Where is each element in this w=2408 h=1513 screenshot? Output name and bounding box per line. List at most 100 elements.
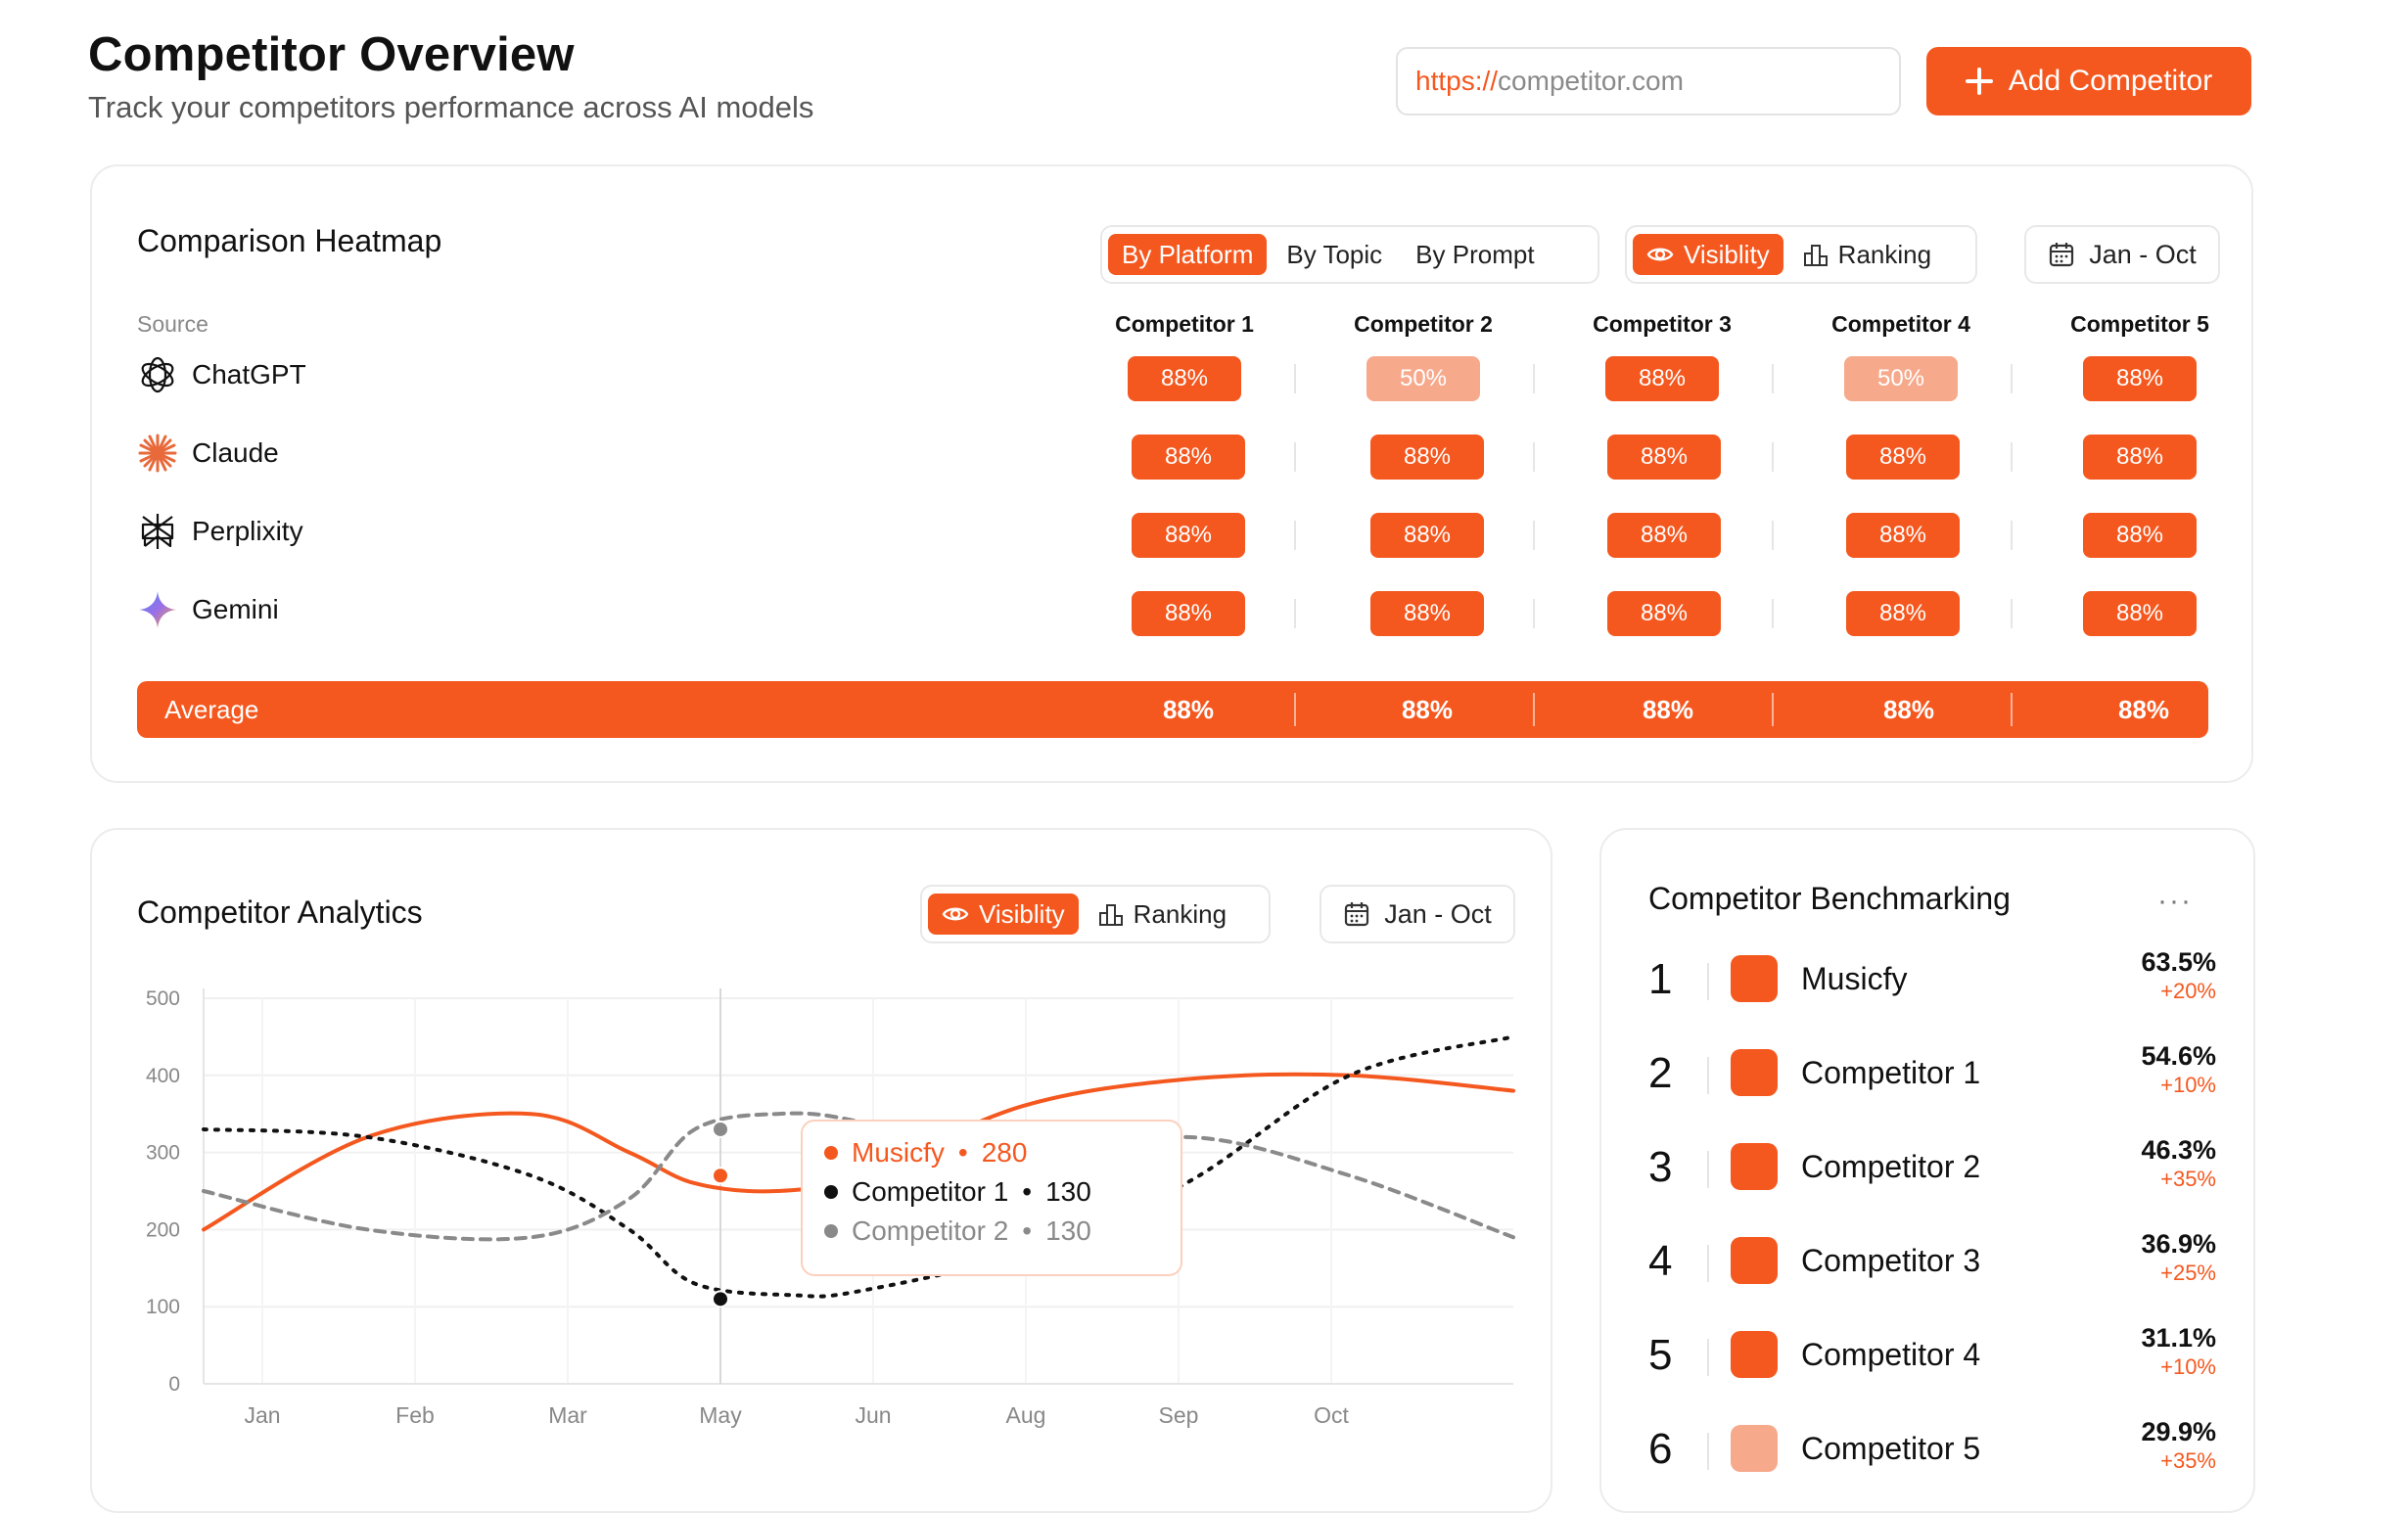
ranking-icon [1803, 245, 1828, 266]
column-divider [1772, 521, 1774, 550]
average-divider [2011, 693, 2013, 726]
heatmap-cell: 88% [1607, 591, 1721, 636]
tab-ranking[interactable]: Ranking [1789, 234, 1945, 275]
chart-markers [712, 1120, 729, 1308]
column-divider [1533, 364, 1535, 393]
column-header-competitor-4: Competitor 4 [1831, 311, 1970, 337]
competitor-benchmarking-card: Competitor Benchmarking ··· 1 Musicfy 63… [1599, 828, 2255, 1513]
benchmark-change: +10% [2160, 1073, 2216, 1097]
row-name-perplexity: Perplixity [192, 516, 303, 546]
heatmap-cell: 88% [1846, 591, 1960, 636]
benchmark-title: Competitor Benchmarking [1648, 881, 2011, 916]
column-divider [1294, 599, 1296, 628]
series-line [202, 1111, 1515, 1242]
heatmap-cell: 88% [1128, 356, 1241, 401]
chart-series [202, 1034, 1515, 1299]
y-tick-label: 400 [146, 1065, 180, 1087]
average-value: 88% [1642, 695, 1694, 724]
x-tick-label: Sep [1159, 1402, 1199, 1428]
column-divider [1772, 599, 1774, 628]
row-label-chatgpt: ChatGPT [137, 354, 306, 395]
chart-tooltip: Musicfy • 280 Competitor 1 • 130 Competi… [801, 1120, 1182, 1276]
average-divider [1772, 693, 1774, 726]
legend-dot [824, 1185, 838, 1199]
tab-visibility[interactable]: Visiblity [928, 894, 1079, 935]
average-value: 88% [1162, 695, 1215, 724]
benchmark-name: Musicfy [1801, 961, 1908, 996]
tab-by-platform[interactable]: By Platform [1108, 234, 1268, 275]
page-title: Competitor Overview [88, 28, 575, 81]
tab-ranking-label: Ranking [1837, 239, 1932, 269]
tooltip-series-name: Competitor 1 [852, 1176, 1009, 1207]
heatmap-date-label: Jan - Oct [2089, 239, 2197, 269]
tooltip-series-value: 130 [1045, 1176, 1091, 1207]
column-divider [1294, 521, 1296, 550]
y-axis-ticks: 0 100 200 300 400 500 [146, 987, 180, 1396]
benchmark-divider [1707, 1339, 1709, 1376]
calendar-icon [1345, 902, 1369, 927]
more-horizontal-icon[interactable]: ··· [2157, 885, 2193, 917]
heatmap-cell: 88% [2083, 513, 2197, 558]
benchmark-rank: 6 [1648, 1425, 1673, 1473]
analytics-date-range-button[interactable]: Jan - Oct [1320, 885, 1515, 943]
competitor-color-swatch [1731, 1143, 1778, 1190]
column-divider [1294, 364, 1296, 393]
eye-icon [942, 907, 969, 921]
tooltip-separator: • [957, 1137, 968, 1168]
x-tick-label: Mar [548, 1402, 587, 1428]
heatmap-metric-tabs: Visiblity Ranking [1625, 225, 1977, 284]
benchmark-row[interactable]: 6 Competitor 5 29.9% +35% [1648, 1415, 2216, 1484]
average-value: 88% [1401, 695, 1454, 724]
column-divider [1772, 442, 1774, 472]
url-prefix: https:// [1415, 66, 1499, 96]
source-column-label: Source [137, 311, 208, 337]
heatmap-cell: 88% [1846, 435, 1960, 480]
tab-visibility[interactable]: Visiblity [1633, 234, 1783, 275]
benchmark-row[interactable]: 3 Competitor 2 46.3% +35% [1648, 1133, 2216, 1202]
heatmap-cell: 50% [1844, 356, 1958, 401]
x-tick-label: Jun [855, 1402, 891, 1428]
benchmark-row[interactable]: 5 Competitor 4 31.1% +10% [1648, 1321, 2216, 1390]
x-tick-label: Jan [244, 1402, 280, 1428]
benchmark-row[interactable]: 2 Competitor 1 54.6% +10% [1648, 1039, 2216, 1108]
heatmap-cell: 88% [2083, 356, 2197, 401]
gemini-icon [139, 591, 176, 628]
comparison-heatmap-card: Comparison Heatmap By Platform By Topic … [90, 164, 2253, 783]
column-divider [1772, 364, 1774, 393]
benchmark-change: +25% [2160, 1261, 2216, 1285]
chatgpt-icon [141, 356, 174, 393]
benchmark-change: +35% [2160, 1448, 2216, 1473]
tab-ranking[interactable]: Ranking [1085, 894, 1240, 935]
tooltip-series-name: Competitor 2 [852, 1215, 1009, 1246]
benchmark-rank: 4 [1648, 1237, 1673, 1285]
benchmark-row[interactable]: 1 Musicfy 63.5% +20% [1648, 945, 2216, 1014]
row-label-perplexity: Perplixity [137, 511, 303, 552]
x-tick-label: Aug [1006, 1402, 1046, 1428]
benchmark-divider [1707, 1151, 1709, 1188]
heatmap-date-range-button[interactable]: Jan - Oct [2024, 225, 2220, 284]
benchmark-percent: 29.9% [2141, 1417, 2216, 1446]
competitor-url-input[interactable]: https://competitor.com [1396, 47, 1901, 115]
column-header-competitor-2: Competitor 2 [1354, 311, 1493, 337]
column-divider [2011, 442, 2013, 472]
heatmap-view-tabs: By Platform By Topic By Prompt [1100, 225, 1599, 284]
heatmap-cell: 88% [2083, 435, 2197, 480]
tab-by-prompt[interactable]: By Prompt [1415, 239, 1535, 269]
row-name-claude: Claude [192, 437, 279, 468]
claude-icon [138, 434, 177, 473]
tab-by-topic[interactable]: By Topic [1286, 239, 1383, 269]
column-header-competitor-3: Competitor 3 [1593, 311, 1732, 337]
benchmark-percent: 63.5% [2141, 947, 2216, 977]
benchmark-percent: 46.3% [2141, 1135, 2216, 1165]
benchmark-change: +35% [2160, 1167, 2216, 1191]
tooltip-series-value: 130 [1045, 1215, 1091, 1246]
tooltip-separator: • [1022, 1176, 1033, 1207]
data-point-marker [712, 1290, 729, 1308]
column-header-competitor-5: Competitor 5 [2070, 311, 2209, 337]
tab-ranking-label: Ranking [1133, 898, 1227, 929]
add-competitor-button[interactable]: Add Competitor [1926, 47, 2251, 115]
average-value: 88% [2117, 695, 2170, 724]
column-header-competitor-1: Competitor 1 [1115, 311, 1254, 337]
row-label-claude: Claude [137, 433, 279, 474]
benchmark-row[interactable]: 4 Competitor 3 36.9% +25% [1648, 1227, 2216, 1296]
